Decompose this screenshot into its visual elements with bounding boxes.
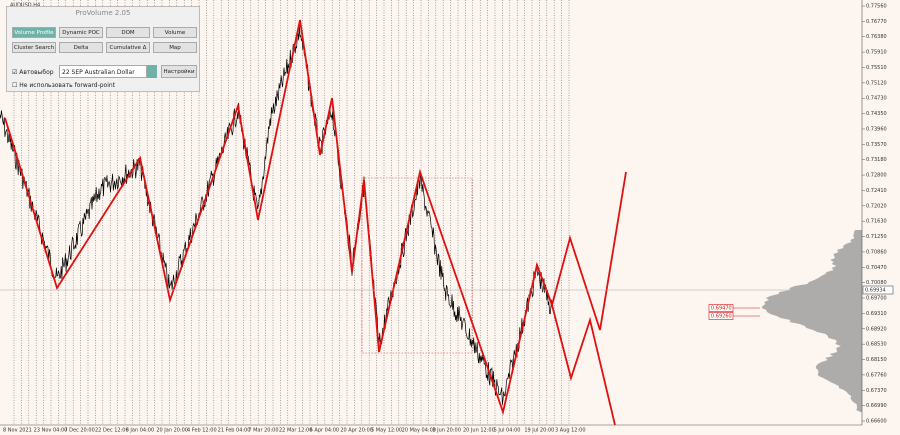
tool-button[interactable]: Map bbox=[153, 42, 197, 53]
price-label: 0.70470 bbox=[866, 265, 887, 271]
price-label: 0.72410 bbox=[866, 188, 887, 194]
date-label: 3 Jun 20:00 bbox=[432, 428, 461, 434]
price-label: 0.68920 bbox=[866, 326, 887, 332]
price-label: 0.72020 bbox=[866, 203, 887, 209]
forward-checkbox[interactable]: ☐ Не использовать forward-point bbox=[12, 82, 116, 89]
price-label: 0.74350 bbox=[866, 111, 887, 117]
price-label: 0.72800 bbox=[866, 173, 887, 179]
date-label: 20 Apr 20:00 bbox=[340, 428, 373, 434]
date-label: 20 Jan 20:00 bbox=[156, 428, 188, 434]
price-label: 0.73570 bbox=[866, 142, 887, 148]
date-label: 7 Dec 20:00 bbox=[64, 428, 94, 434]
tool-button[interactable]: Cumulative Δ bbox=[106, 42, 150, 53]
current-price: 0.69934 bbox=[865, 288, 886, 294]
date-label: 23 Nov 04:00 bbox=[34, 428, 68, 434]
tool-button[interactable]: Volume Profile bbox=[12, 27, 56, 38]
price-label: 0.67760 bbox=[866, 372, 887, 378]
tool-button[interactable]: DOM bbox=[106, 27, 150, 38]
date-label: 20 May 04:00 bbox=[402, 428, 436, 434]
date-label: 5 May 12:00 bbox=[371, 428, 402, 434]
tool-button[interactable]: Cluster Search bbox=[12, 42, 56, 53]
price-label: 0.74730 bbox=[866, 96, 887, 102]
settings-button[interactable]: Настройки bbox=[161, 65, 197, 78]
auto-checkbox[interactable]: ☑ Автовыбор bbox=[12, 69, 54, 76]
price-label: 0.67370 bbox=[866, 388, 887, 394]
date-label: 7 Mar 20:00 bbox=[248, 428, 278, 434]
price-label: 0.73180 bbox=[866, 157, 887, 163]
zigzag-projection bbox=[551, 304, 616, 426]
date-label: 6 Jan 04:00 bbox=[126, 428, 154, 434]
price-label: 0.77560 bbox=[866, 4, 887, 10]
price-label: 0.73960 bbox=[866, 126, 887, 132]
price-label: 0.70860 bbox=[866, 249, 887, 255]
symbol: AUDUSD,H4 bbox=[10, 3, 40, 9]
price-label: 0.75120 bbox=[866, 80, 887, 86]
date-label: 6 Apr 04:00 bbox=[310, 428, 339, 434]
date-label: 8 Nov 2021 bbox=[3, 428, 32, 434]
price-label: 0.71250 bbox=[866, 234, 887, 240]
date-label: 22 Mar 12:00 bbox=[279, 428, 312, 434]
price-label: 0.68150 bbox=[866, 357, 887, 363]
current-price-box bbox=[862, 285, 894, 295]
tool-button[interactable]: Volume bbox=[153, 27, 197, 38]
volume-profile bbox=[761, 230, 862, 412]
price-axis bbox=[862, 0, 900, 435]
instrument-select[interactable]: 22 SEP Australian Dollar bbox=[59, 65, 147, 78]
date-label: 5 Jul 04:00 bbox=[494, 428, 521, 434]
date-label: 19 Jul 20:00 bbox=[524, 428, 554, 434]
price-label: 0.68530 bbox=[866, 342, 887, 348]
tool-button[interactable]: Delta bbox=[59, 42, 103, 53]
tool-button[interactable]: Dynamic POC bbox=[59, 27, 103, 38]
panel-title: ProVolume 2.05 bbox=[75, 9, 131, 17]
price-series bbox=[0, 24, 553, 405]
provolume-panel: ProVolume 2.05 Volume Profile Dynamic POC… bbox=[6, 6, 200, 92]
auto-label: Автовыбор bbox=[19, 69, 54, 76]
price-label: 0.75910 bbox=[866, 50, 887, 56]
price-label: 0.75510 bbox=[866, 65, 887, 71]
level-label: 0.69470 bbox=[711, 306, 732, 312]
price-label: 0.69700 bbox=[866, 296, 887, 302]
date-label: 20 Jun 12:00 bbox=[463, 428, 495, 434]
date-label: 3 Aug 12:00 bbox=[555, 428, 586, 434]
select-arrow[interactable] bbox=[147, 65, 157, 78]
price-label: 0.76380 bbox=[866, 34, 887, 40]
date-label: 21 Feb 04:00 bbox=[218, 428, 251, 434]
price-label: 0.66600 bbox=[866, 419, 887, 425]
price-label: 0.71630 bbox=[866, 219, 887, 225]
price-label: 0.70080 bbox=[866, 280, 887, 286]
range-box bbox=[361, 177, 473, 354]
price-label: 0.66990 bbox=[866, 403, 887, 409]
price-label: 0.76770 bbox=[866, 19, 887, 25]
price-label: 0.69310 bbox=[866, 311, 887, 317]
date-label: 4 Feb 12:00 bbox=[187, 428, 217, 434]
forward-label: Не использовать forward-point bbox=[19, 82, 116, 89]
date-label: 22 Dec 12:00 bbox=[95, 428, 129, 434]
level-label: 0.69260 bbox=[711, 314, 732, 320]
